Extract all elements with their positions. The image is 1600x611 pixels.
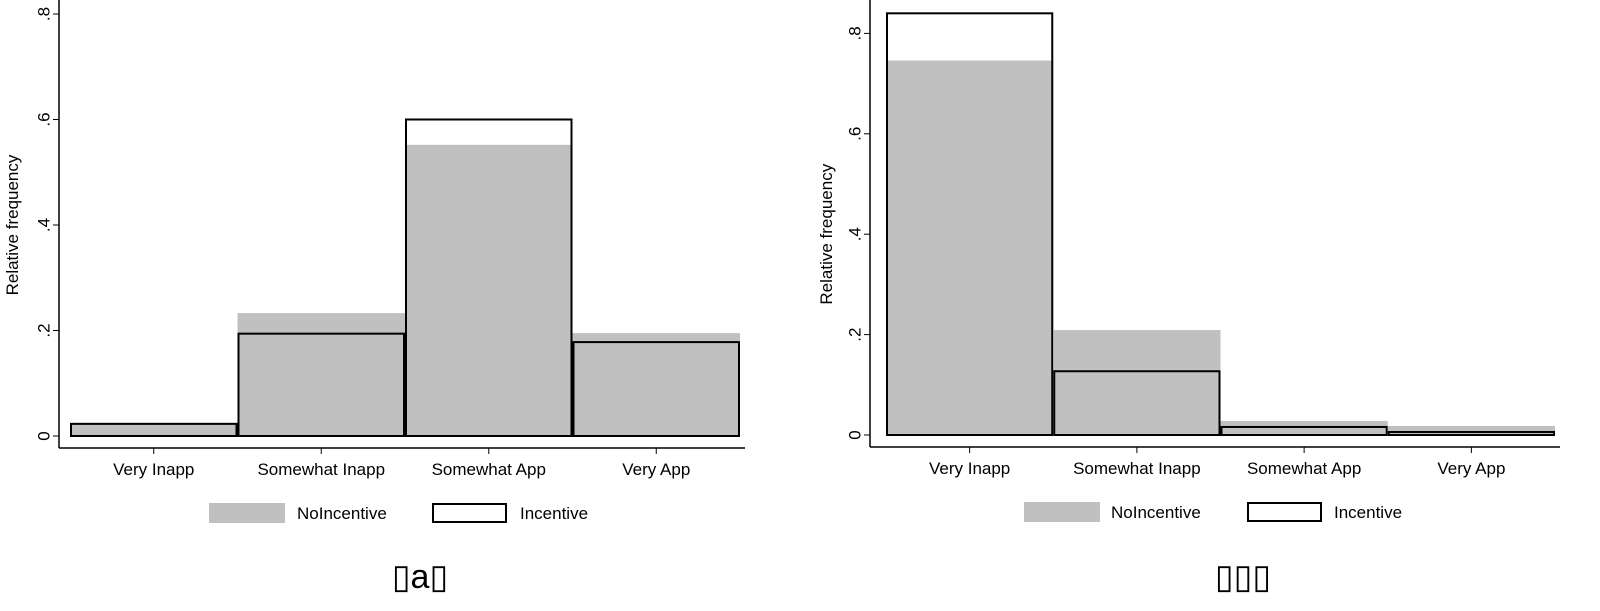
x-tick-label: Very App <box>622 460 690 479</box>
y-tick-label: .8 <box>35 7 54 21</box>
legend-swatch-incentive <box>432 503 507 523</box>
y-axis-label: Relative frequency <box>3 154 22 295</box>
legend-label-noincentive: NoIncentive <box>297 504 387 523</box>
bar-incentive <box>1220 425 1388 436</box>
y-tick-label: .6 <box>35 112 54 126</box>
panel-caption: ▯▯▯ <box>1215 558 1271 596</box>
x-tick-label: Somewhat Inapp <box>1073 459 1201 478</box>
y-axis-label: Relative frequency <box>817 163 836 304</box>
bar-incentive <box>1053 370 1221 437</box>
bar-noincentive <box>1387 425 1555 435</box>
x-tick-label: Very Inapp <box>929 459 1010 478</box>
bar-incentive <box>70 422 238 437</box>
bar-noincentive <box>1220 420 1388 435</box>
bar-incentive <box>572 341 740 438</box>
bar-noincentive <box>886 60 1054 436</box>
bar-incentive <box>405 118 573 437</box>
y-tick-label: 0 <box>35 431 54 440</box>
legend-label-noincentive: NoIncentive <box>1111 503 1201 522</box>
y-tick-label: .8 <box>846 26 865 40</box>
bar-incentive <box>886 12 1054 436</box>
bar-noincentive <box>1053 330 1221 435</box>
x-tick-label: Very Inapp <box>113 460 194 479</box>
legend-swatch-noincentive <box>209 503 285 523</box>
y-tick-label: .2 <box>35 323 54 337</box>
bar-noincentive <box>237 313 405 436</box>
legend-label-incentive: Incentive <box>1334 503 1402 522</box>
x-tick-label: Somewhat App <box>1247 459 1361 478</box>
y-tick-label: .2 <box>846 328 865 342</box>
panel-caption: ▯a▯ <box>392 558 448 596</box>
y-tick-label: 0 <box>846 430 865 439</box>
legend-label-incentive: Incentive <box>520 504 588 523</box>
bar-incentive <box>1387 430 1555 437</box>
y-tick-label: .4 <box>846 227 865 241</box>
bar-incentive <box>237 332 405 438</box>
x-tick-label: Somewhat App <box>432 460 546 479</box>
bar-noincentive <box>572 333 740 436</box>
chart-panel-2: 0 .2 .4 .6 .8 Relative frequency Very Inapp Som… <box>817 0 1560 596</box>
bar-noincentive <box>405 144 573 436</box>
chart-panel-1: 0 .2 .4 .6 .8 Relative frequency Very Inapp Som… <box>3 0 745 596</box>
y-tick-label: .6 <box>846 127 865 141</box>
legend-swatch-noincentive <box>1024 502 1100 522</box>
x-tick-label: Somewhat Inapp <box>257 460 385 479</box>
bar-noincentive <box>70 422 238 436</box>
legend-swatch-incentive <box>1247 502 1322 522</box>
x-tick-label: Very App <box>1437 459 1505 478</box>
y-tick-label: .4 <box>35 218 54 232</box>
